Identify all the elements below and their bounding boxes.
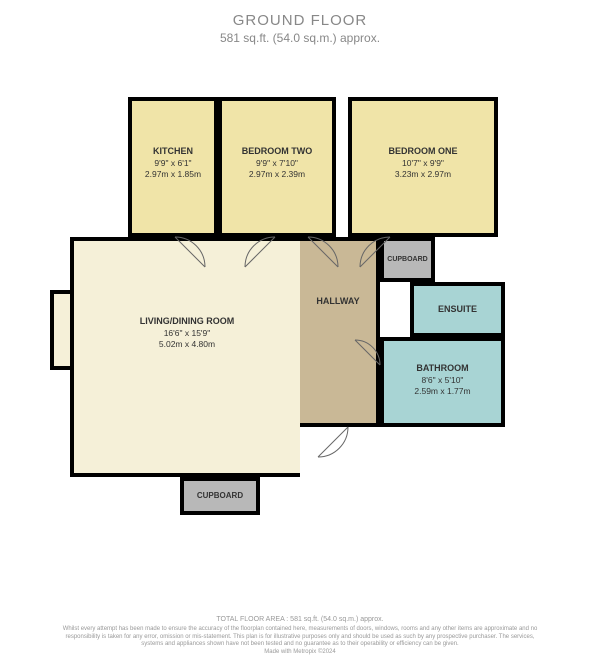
bed1-name: BEDROOM ONE [352, 146, 494, 158]
room-bedroom-one: BEDROOM ONE 10'7" x 9'9" 3.23m x 2.97m [348, 97, 498, 237]
room-living: LIVING/DINING ROOM 16'6" x 15'9" 5.02m x… [70, 237, 300, 477]
living-dim-imp: 16'6" x 15'9" [74, 328, 300, 339]
kitchen-dim-met: 2.97m x 1.85m [132, 169, 214, 180]
bed1-dim-met: 3.23m x 2.97m [352, 169, 494, 180]
header: GROUND FLOOR 581 sq.ft. (54.0 sq.m.) app… [0, 0, 600, 45]
room-cupboard-small: CUPBOARD [380, 237, 435, 282]
disclaimer: Whilst every attempt has been made to en… [60, 626, 540, 649]
credit: Made with Metropix ©2024 [60, 649, 540, 657]
living-dim-met: 5.02m x 4.80m [74, 339, 300, 350]
kitchen-name: KITCHEN [132, 146, 214, 158]
floorplan: KITCHEN 9'9" x 6'1" 2.97m x 1.85m BEDROO… [70, 75, 540, 555]
footer: TOTAL FLOOR AREA : 581 sq.ft. (54.0 sq.m… [0, 615, 600, 657]
floor-subtitle: 581 sq.ft. (54.0 sq.m.) approx. [0, 31, 600, 45]
hallway-name: HALLWAY [300, 296, 376, 308]
cup1-name: CUPBOARD [384, 255, 431, 264]
bath-dim-imp: 8'6" x 5'10" [384, 375, 501, 386]
bed2-dim-met: 2.97m x 2.39m [222, 169, 332, 180]
cup2-name: CUPBOARD [184, 491, 256, 501]
bath-name: BATHROOM [384, 363, 501, 375]
total-area: TOTAL FLOOR AREA : 581 sq.ft. (54.0 sq.m… [60, 615, 540, 624]
room-bathroom: BATHROOM 8'6" x 5'10" 2.59m x 1.77m [380, 337, 505, 427]
floor-title: GROUND FLOOR [0, 12, 600, 29]
bay-window [50, 290, 70, 370]
room-hallway: HALLWAY [300, 237, 380, 427]
bed2-name: BEDROOM TWO [222, 146, 332, 158]
bed1-dim-imp: 10'7" x 9'9" [352, 158, 494, 169]
room-cupboard-bottom: CUPBOARD [180, 477, 260, 515]
kitchen-dim-imp: 9'9" x 6'1" [132, 158, 214, 169]
bath-dim-met: 2.59m x 1.77m [384, 386, 501, 397]
ensuite-name: ENSUITE [414, 304, 501, 316]
room-kitchen: KITCHEN 9'9" x 6'1" 2.97m x 1.85m [128, 97, 218, 237]
room-bedroom-two: BEDROOM TWO 9'9" x 7'10" 2.97m x 2.39m [218, 97, 336, 237]
room-ensuite: ENSUITE [410, 282, 505, 337]
living-name: LIVING/DINING ROOM [74, 316, 300, 328]
bed2-dim-imp: 9'9" x 7'10" [222, 158, 332, 169]
